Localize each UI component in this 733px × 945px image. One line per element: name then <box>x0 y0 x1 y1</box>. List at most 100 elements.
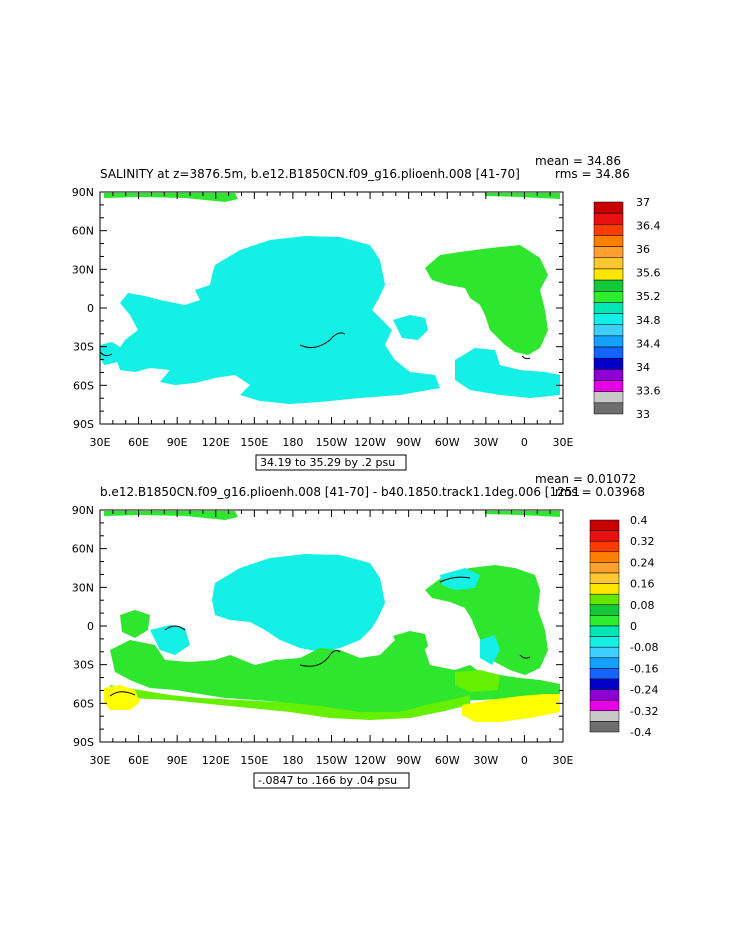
x-tick-label: 150W <box>316 436 348 449</box>
y-tick-label: 60S <box>73 697 94 710</box>
x-tick-label: 180 <box>282 436 303 449</box>
x-tick-label: 30W <box>473 754 498 767</box>
colorbar-swatch <box>593 313 624 325</box>
x-tick-label: 90E <box>167 754 188 767</box>
x-tick-label: 60W <box>435 436 460 449</box>
colorbar-swatch <box>593 257 624 270</box>
x-tick-label: 60E <box>128 754 149 767</box>
panel1-mean: mean = 34.86 <box>535 154 621 168</box>
colorbar-label: -0.4 <box>630 726 651 739</box>
atlantic-green-2 <box>425 565 548 675</box>
panel1-contour-box <box>255 454 407 471</box>
y-tick-label: 0 <box>87 620 94 633</box>
colorbar-label: 34 <box>636 361 650 374</box>
arctic-strip-east <box>485 193 560 199</box>
x-tick-label: 120W <box>354 436 386 449</box>
x-tick-label: 150E <box>240 436 268 449</box>
colorbar-label: 0.4 <box>630 514 648 527</box>
colorbar-label: 33 <box>636 408 650 421</box>
colorbar-swatch <box>589 657 620 669</box>
colorbar-swatch <box>593 291 624 303</box>
colorbar-swatch <box>593 402 624 415</box>
colorbar-label: 33.6 <box>636 384 661 397</box>
colorbar-label: 0.16 <box>630 578 655 591</box>
x-tick-label: 150E <box>240 754 268 767</box>
panel1-contour-3 <box>521 355 531 360</box>
colorbar-label: 0 <box>630 620 637 633</box>
colorbar-swatch <box>593 346 624 359</box>
x-tick-label: 30E <box>90 754 111 767</box>
panel1-colorbar: 37 36.4 36 35.6 35.2 34.8 34.4 34 33.6 33 <box>593 196 661 421</box>
colorbar-swatch <box>593 268 624 281</box>
colorbar-swatch <box>589 646 620 659</box>
x-tick-label: 180 <box>282 754 303 767</box>
colorbar-swatch <box>589 710 620 722</box>
colorbar-swatch <box>593 380 624 392</box>
y-tick-label: 0 <box>87 302 94 315</box>
panel2-contour-3 <box>439 576 471 583</box>
southern-green-2 <box>110 638 560 715</box>
colorbar-swatch <box>589 689 620 701</box>
indian-basin-west <box>100 342 125 365</box>
colorbar-label: -0.08 <box>630 641 658 654</box>
panel2-contour-info: -.0847 to .166 by .04 psu <box>258 774 397 787</box>
x-tick-label: 60E <box>128 436 149 449</box>
colorbar-swatch <box>589 583 620 595</box>
colorbar-swatch <box>589 540 620 553</box>
colorbar-swatch <box>593 212 624 225</box>
panel2-mean: mean = 0.01072 <box>535 472 636 486</box>
y-tick-label: 60N <box>72 225 94 238</box>
colorbar-swatch <box>589 572 620 584</box>
colorbar-swatch <box>593 235 624 247</box>
x-tick-label: 90W <box>396 754 421 767</box>
y-tick-label: 30N <box>72 263 94 276</box>
colorbar-swatch <box>589 636 620 648</box>
panel2-contour-2 <box>164 625 186 631</box>
x-tick-label: 90W <box>396 436 421 449</box>
x-tick-label: 60W <box>435 754 460 767</box>
indian-basin-2 <box>150 625 190 655</box>
colorbar-swatch <box>589 668 620 680</box>
atlantic-north <box>425 245 548 355</box>
colorbar-swatch <box>589 721 620 733</box>
colorbar-swatch <box>589 593 620 606</box>
x-tick-label: 120W <box>354 754 386 767</box>
y-tick-label: 30N <box>72 581 94 594</box>
panel2-rms: rms = 0.03968 <box>555 485 645 499</box>
x-tick-label: 0 <box>521 754 528 767</box>
colorbar-swatch <box>593 246 624 259</box>
pacific-basin <box>115 236 440 404</box>
west-green-2 <box>120 610 150 638</box>
panel1-field <box>99 193 560 404</box>
x-tick-label: 120E <box>202 436 230 449</box>
colorbar-swatch <box>589 615 620 627</box>
colorbar-label: 35.6 <box>636 267 661 280</box>
colorbar-label: 36.4 <box>636 220 661 233</box>
colorbar-label: 34.4 <box>636 337 661 350</box>
colorbar-label: 35.2 <box>636 290 661 303</box>
lime-atlantic-2 <box>455 670 500 692</box>
arctic-strip-west <box>104 193 238 202</box>
y-tick-label: 30S <box>73 341 94 354</box>
difference-panel: b.e12.B1850CN.f09_g16.plioenh.008 [41-70… <box>72 472 658 789</box>
colorbar-swatch <box>593 224 624 236</box>
colorbar-swatch <box>593 201 624 214</box>
panel2-contour-box <box>253 772 410 789</box>
arctic-strip-west-2 <box>104 511 238 520</box>
colorbar-label: -0.32 <box>630 705 658 718</box>
x-tick-label: 120E <box>202 754 230 767</box>
y-tick-label: 90N <box>72 186 94 199</box>
salinity-panel: SALINITY at z=3876.5m, b.e12.B1850CN.f09… <box>72 154 661 471</box>
x-tick-label: 150W <box>316 754 348 767</box>
colorbar-swatch <box>589 678 620 690</box>
colorbar-swatch <box>589 519 620 531</box>
colorbar-swatch <box>593 302 624 314</box>
colorbar-swatch <box>589 551 620 563</box>
x-tick-label: 30E <box>553 436 574 449</box>
panel1-contour-info: 34.19 to 35.29 by .2 psu <box>260 456 395 469</box>
panel2-contour-1 <box>299 650 341 667</box>
x-tick-label: 0 <box>521 436 528 449</box>
colorbar-label: -0.24 <box>630 684 658 697</box>
atlantic-cyan-3 <box>480 635 500 665</box>
colorbar-swatch <box>589 625 620 637</box>
